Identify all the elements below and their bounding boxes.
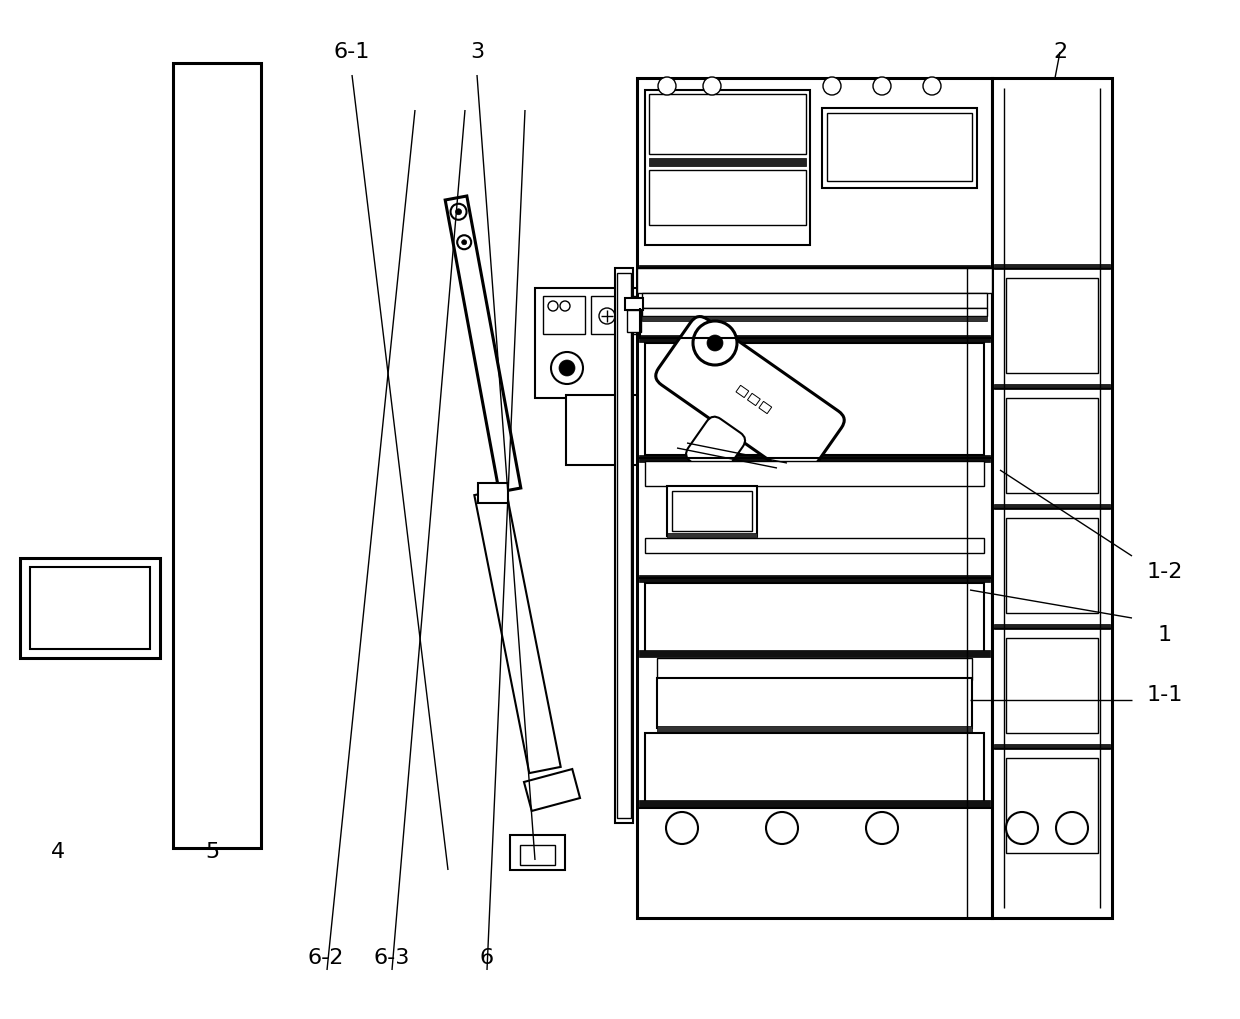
- Bar: [174, 63, 260, 848]
- Bar: [591, 296, 641, 334]
- Circle shape: [823, 77, 841, 95]
- Bar: [525, 769, 580, 811]
- Text: 4: 4: [51, 842, 64, 862]
- Bar: [639, 335, 990, 342]
- Bar: [645, 538, 985, 553]
- Bar: [637, 78, 992, 918]
- Text: 1-2: 1-2: [1147, 562, 1183, 582]
- Bar: [543, 296, 585, 334]
- Bar: [615, 268, 632, 823]
- Text: 6-3: 6-3: [373, 948, 410, 968]
- Circle shape: [873, 77, 892, 95]
- Bar: [642, 308, 987, 316]
- Bar: [642, 316, 987, 321]
- Bar: [642, 293, 987, 308]
- FancyBboxPatch shape: [656, 317, 844, 480]
- Circle shape: [559, 360, 575, 376]
- Bar: [994, 744, 1110, 749]
- Circle shape: [461, 239, 466, 245]
- Circle shape: [458, 235, 471, 250]
- Bar: [737, 385, 749, 397]
- Bar: [637, 268, 992, 293]
- Bar: [1006, 518, 1097, 613]
- Text: 5: 5: [205, 842, 219, 862]
- Bar: [672, 491, 751, 531]
- Polygon shape: [475, 489, 560, 773]
- Circle shape: [450, 204, 466, 220]
- Bar: [994, 384, 1110, 389]
- Bar: [649, 170, 806, 225]
- Bar: [645, 343, 985, 455]
- Circle shape: [551, 352, 583, 384]
- Circle shape: [1056, 812, 1087, 844]
- Circle shape: [599, 308, 615, 324]
- Circle shape: [693, 321, 737, 365]
- Bar: [994, 624, 1110, 629]
- Bar: [639, 265, 990, 272]
- Bar: [657, 658, 972, 680]
- Text: 1-1: 1-1: [1147, 685, 1183, 705]
- Bar: [510, 835, 565, 870]
- FancyBboxPatch shape: [686, 417, 745, 478]
- Text: 3: 3: [470, 42, 484, 62]
- Bar: [639, 800, 990, 807]
- Bar: [534, 288, 653, 398]
- Polygon shape: [445, 196, 521, 492]
- Bar: [667, 486, 756, 536]
- Text: 6: 6: [480, 948, 494, 968]
- Bar: [645, 461, 985, 486]
- Bar: [1006, 758, 1097, 853]
- Circle shape: [703, 77, 720, 95]
- Bar: [477, 483, 508, 503]
- Bar: [627, 310, 641, 332]
- Circle shape: [666, 812, 698, 844]
- Circle shape: [923, 77, 941, 95]
- Bar: [649, 94, 806, 154]
- Circle shape: [766, 812, 799, 844]
- Bar: [645, 583, 985, 653]
- Circle shape: [658, 77, 676, 95]
- Bar: [1006, 278, 1097, 373]
- Text: 6-2: 6-2: [308, 948, 345, 968]
- Bar: [1006, 638, 1097, 733]
- Text: 1: 1: [1158, 625, 1172, 645]
- Bar: [639, 455, 990, 462]
- Circle shape: [560, 301, 570, 311]
- Bar: [992, 78, 1112, 918]
- Bar: [822, 108, 977, 187]
- Bar: [565, 395, 676, 465]
- Circle shape: [866, 812, 898, 844]
- Bar: [20, 558, 160, 658]
- Bar: [625, 298, 644, 310]
- Bar: [1006, 398, 1097, 493]
- Text: 6-1: 6-1: [334, 42, 371, 62]
- Bar: [994, 504, 1110, 510]
- Bar: [520, 845, 556, 865]
- Circle shape: [1006, 812, 1038, 844]
- Bar: [827, 113, 972, 181]
- Bar: [667, 533, 756, 539]
- Bar: [748, 393, 760, 406]
- Text: 2: 2: [1053, 42, 1068, 62]
- Bar: [645, 90, 810, 245]
- Bar: [618, 273, 631, 818]
- Circle shape: [455, 209, 461, 215]
- Circle shape: [548, 301, 558, 311]
- Bar: [759, 401, 771, 414]
- Bar: [645, 733, 985, 803]
- Bar: [639, 650, 990, 657]
- Bar: [639, 575, 990, 582]
- Bar: [994, 264, 1110, 269]
- Circle shape: [707, 335, 723, 351]
- Bar: [649, 158, 806, 166]
- Bar: [657, 726, 972, 733]
- Bar: [657, 678, 972, 728]
- Bar: [30, 567, 150, 649]
